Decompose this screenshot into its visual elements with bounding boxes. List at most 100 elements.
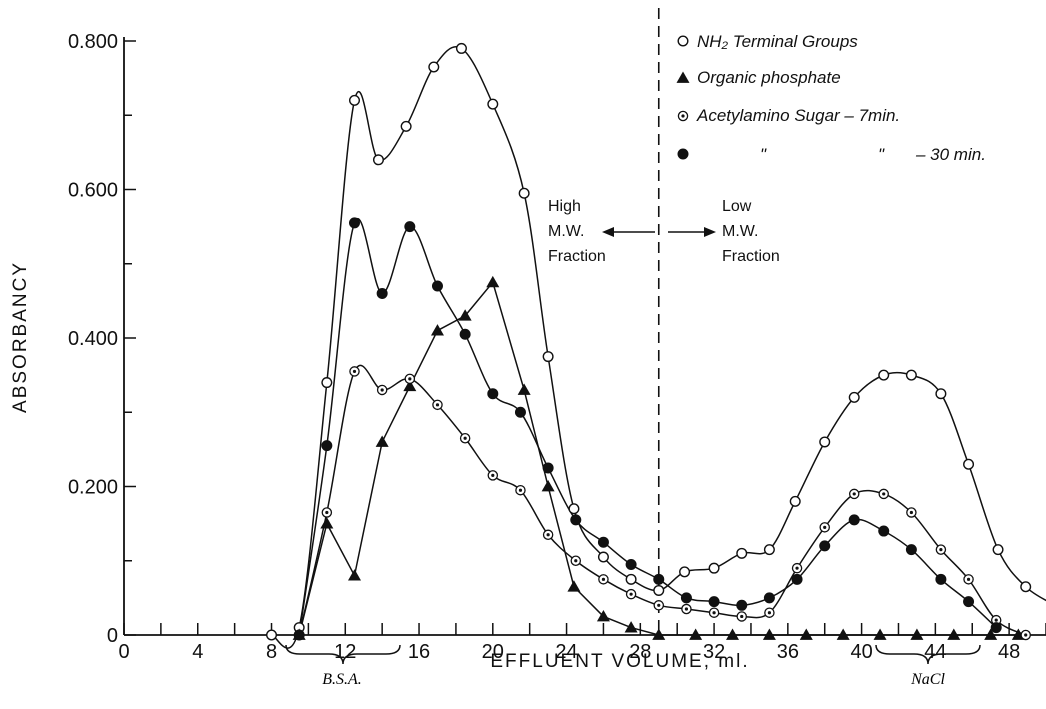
point-sugar-30min xyxy=(963,596,975,608)
point-sugar-7min xyxy=(906,507,917,518)
point-nh2 xyxy=(878,369,890,381)
point-sugar-7min xyxy=(598,574,609,585)
x-tick-label: 48 xyxy=(998,641,1020,663)
point-nh2 xyxy=(963,458,975,470)
point-sugar-30min xyxy=(404,221,416,233)
nacl-bracket: NaCl xyxy=(875,644,981,688)
x-tick-label: 40 xyxy=(850,641,872,663)
point-sugar-30min xyxy=(570,514,582,526)
point-sugar-30min xyxy=(542,462,554,474)
point-sugar-7min xyxy=(487,470,499,481)
y-tick-label: 0.600 xyxy=(68,180,118,202)
point-phosphate xyxy=(799,628,813,640)
legend-marker-phosphate xyxy=(676,71,690,83)
low-mw-line1: Low xyxy=(722,198,752,215)
point-phosphate xyxy=(873,628,887,640)
legend-sugar-7min: Acetylamino Sugar – 7min. xyxy=(696,106,900,125)
legend-nh2: NH₂ Terminal Groups xyxy=(697,32,858,51)
point-sugar-30min xyxy=(935,573,947,585)
point-sugar-30min xyxy=(431,280,443,292)
legend-marker-sugar-30min xyxy=(677,148,689,160)
x-tick-label: 28 xyxy=(629,641,651,663)
point-sugar-30min xyxy=(321,440,333,452)
point-nh2 xyxy=(736,547,748,559)
point-sugar-7min xyxy=(404,373,416,385)
bsa-bracket: B.S.A. xyxy=(285,644,401,688)
point-nh2 xyxy=(708,562,720,574)
point-sugar-7min xyxy=(542,529,554,541)
point-sugar-30min xyxy=(625,558,637,570)
point-nh2 xyxy=(400,120,412,132)
point-nh2 xyxy=(935,388,947,400)
point-sugar-30min xyxy=(376,287,388,299)
point-sugar-7min xyxy=(321,507,333,518)
high-mw-line2: M.W. xyxy=(548,223,584,240)
x-tick-label: 36 xyxy=(777,641,799,663)
high-mw-line3: Fraction xyxy=(548,248,606,265)
x-axis-label: EFFLUENT VOLUME, ml. xyxy=(490,651,749,672)
point-sugar-30min xyxy=(905,544,917,556)
point-nh2 xyxy=(568,503,580,515)
point-sugar-7min xyxy=(625,588,637,600)
point-sugar-30min xyxy=(708,596,720,608)
legend-sugar-30-ditto-2: " xyxy=(878,145,885,164)
point-phosphate xyxy=(947,628,961,640)
point-sugar-30min xyxy=(349,217,360,229)
point-nh2 xyxy=(349,94,361,106)
point-sugar-30min xyxy=(293,629,305,641)
point-nh2 xyxy=(1020,581,1032,593)
point-sugar-7min xyxy=(935,544,947,555)
x-tick-label: 8 xyxy=(266,641,277,663)
series-markers xyxy=(266,42,1032,641)
point-sugar-30min xyxy=(487,388,499,400)
point-nh2 xyxy=(487,98,499,110)
point-phosphate xyxy=(403,379,417,392)
point-sugar-7min xyxy=(432,399,443,411)
point-nh2 xyxy=(653,584,665,596)
point-sugar-7min xyxy=(349,366,360,377)
x-tick-label: 16 xyxy=(408,641,430,663)
point-sugar-7min xyxy=(653,600,665,611)
point-phosphate xyxy=(984,628,998,640)
point-sugar-30min xyxy=(514,406,526,418)
point-nh2 xyxy=(992,544,1004,556)
point-phosphate xyxy=(517,383,531,395)
point-sugar-7min xyxy=(708,607,720,618)
legend-sugar-30-time: – 30 min. xyxy=(915,145,986,164)
point-nh2 xyxy=(428,61,440,73)
point-sugar-7min xyxy=(570,555,582,567)
point-sugar-30min xyxy=(819,540,831,552)
legend: NH₂ Terminal Groups Organic phosphate Ac… xyxy=(676,32,986,164)
nacl-label: NaCl xyxy=(910,671,945,688)
point-sugar-30min xyxy=(848,514,860,526)
point-nh2 xyxy=(455,42,467,54)
series-line-phosphate xyxy=(298,280,1019,636)
point-sugar-30min xyxy=(763,592,775,604)
point-phosphate xyxy=(652,628,666,640)
high-mw-line1: High xyxy=(548,198,581,215)
point-phosphate xyxy=(486,275,500,288)
y-tick-label: 0 xyxy=(107,625,118,647)
point-sugar-7min xyxy=(791,562,803,574)
point-phosphate xyxy=(320,517,334,529)
series-line-sugar-30min xyxy=(298,218,997,636)
point-nh2 xyxy=(625,573,637,585)
point-nh2 xyxy=(321,377,333,389)
x-tick-label: 32 xyxy=(703,641,725,663)
low-mw-line2: M.W. xyxy=(722,223,758,240)
point-sugar-7min xyxy=(764,607,775,618)
point-sugar-7min xyxy=(515,484,526,496)
point-sugar-7min xyxy=(681,603,692,615)
y-axis-label: ABSORBANCY xyxy=(10,261,31,413)
point-phosphate xyxy=(375,435,389,447)
point-phosphate xyxy=(458,309,472,321)
point-phosphate xyxy=(348,569,361,581)
point-nh2 xyxy=(518,187,530,199)
series-line-sugar-7min xyxy=(298,364,1027,636)
point-sugar-7min xyxy=(963,574,974,585)
point-phosphate xyxy=(762,628,776,640)
point-sugar-30min xyxy=(990,622,1002,634)
point-phosphate xyxy=(624,621,638,633)
y-tick-label: 0.400 xyxy=(68,328,118,350)
